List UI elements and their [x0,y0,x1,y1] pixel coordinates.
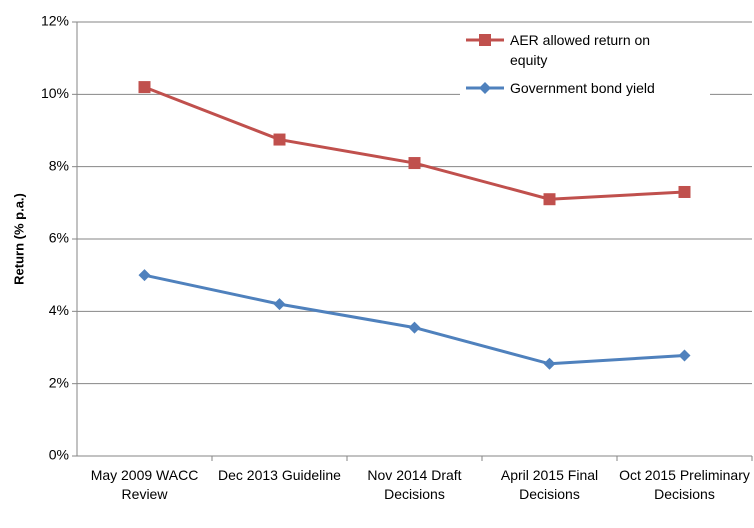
legend-key [466,34,504,46]
marker [273,298,286,311]
x-tick-label: April 2015 Final Decisions [500,467,599,502]
marker [273,133,286,146]
y-axis-title: Return (% p.a.) [11,193,26,285]
y-tick-label: 12% [41,13,69,29]
y-tick-label: 0% [49,447,69,463]
x-tick-label: May 2009 WACC Review [90,467,199,502]
marker [678,185,691,198]
legend-key [466,82,504,94]
series-line [144,273,685,366]
marker [543,357,556,370]
x-tick-label: Oct 2015 Preliminary Decisions [619,467,750,502]
y-tick-label: 4% [49,302,69,318]
marker [479,34,491,46]
legend-label: Government bond yield [510,80,655,96]
marker [138,81,151,94]
marker [138,269,151,282]
y-tick-label: 6% [49,230,69,246]
marker [543,193,556,206]
x-tick-label: Dec 2013 Guideline [218,467,341,483]
legend-label: AER allowed return on equity [510,32,651,68]
y-tick-label: 2% [49,374,69,390]
marker [408,157,421,170]
marker [408,321,421,334]
legend: AER allowed return on equity Government b… [460,30,710,106]
legend-entry: AER allowed return on equity [460,30,710,70]
x-tick-label: Nov 2014 Draft Decisions [367,467,462,502]
y-tick-label: 8% [49,157,69,173]
y-tick-label: 10% [41,85,69,101]
marker [678,349,691,362]
legend-entry: Government bond yield [460,78,710,98]
marker [479,82,491,94]
